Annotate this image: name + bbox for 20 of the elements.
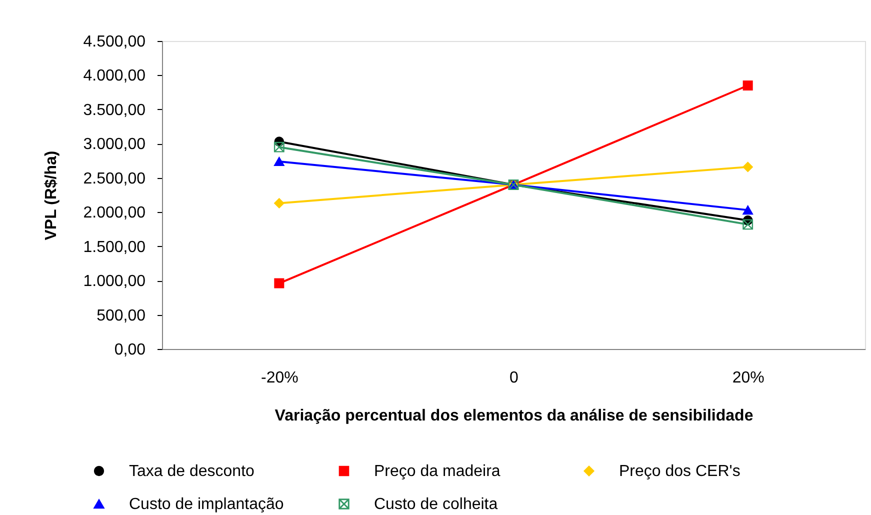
y-tick-label: 4.500,00 bbox=[83, 34, 146, 50]
y-tick-label: 3.500,00 bbox=[83, 102, 146, 119]
y-tick-label: 4.000,00 bbox=[83, 68, 146, 85]
y-tick-label: 2.500,00 bbox=[83, 170, 146, 188]
y-tick-label: 1.000,00 bbox=[83, 273, 146, 290]
y-tick-label: 3.000,00 bbox=[83, 136, 146, 154]
x-axis-title: Variação percentual dos elementos da análise de sensibilidade bbox=[274, 408, 754, 424]
y-axis-title: VPL (R$/ha) bbox=[43, 150, 60, 240]
legend-label: Taxa de desconto bbox=[129, 463, 255, 480]
y-tick-label: 500,00 bbox=[96, 307, 146, 324]
x-tick-label: 20% bbox=[732, 370, 764, 386]
legend-label: Custo de colheita bbox=[374, 496, 498, 513]
x-tick-label: -20% bbox=[260, 370, 298, 386]
y-tick-label: 0,00 bbox=[114, 342, 146, 358]
legend-label: Preço da madeira bbox=[374, 463, 500, 480]
x-tick-label: 0 bbox=[510, 370, 519, 386]
y-tick-label: 2.000,00 bbox=[83, 204, 146, 222]
y-tick-label: 1.500,00 bbox=[83, 238, 146, 256]
legend-label: Custo de implantação bbox=[129, 496, 284, 513]
legend-label: Preço dos CER's bbox=[619, 463, 740, 480]
